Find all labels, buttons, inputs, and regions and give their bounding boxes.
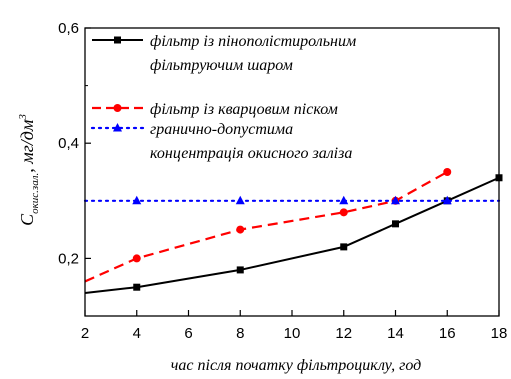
data-point bbox=[133, 283, 141, 291]
legend-label: концентрація окисного заліза bbox=[150, 145, 352, 162]
legend-entry-3: гранично-допустима концентрація окисного … bbox=[90, 121, 352, 162]
legend-marker bbox=[114, 36, 121, 44]
data-point bbox=[236, 266, 244, 274]
data-point bbox=[235, 195, 245, 205]
x-tick-label: 2 bbox=[81, 325, 89, 342]
x-tick-label: 14 bbox=[387, 325, 404, 342]
x-tick-label: 16 bbox=[439, 325, 456, 342]
data-point bbox=[339, 195, 349, 205]
data-point bbox=[339, 208, 348, 217]
legend-entry-2: фільтр із кварцовим піском bbox=[92, 101, 338, 118]
legend: фільтр із пінополістирольним фільтруючим … bbox=[90, 33, 356, 162]
y-tick-label: 0,6 bbox=[58, 20, 79, 37]
legend-entry-1: фільтр із пінополістирольним фільтруючим … bbox=[92, 33, 356, 74]
x-tick-label: 12 bbox=[335, 325, 352, 342]
series-1 bbox=[84, 174, 503, 294]
legend-marker bbox=[113, 123, 122, 132]
x-tick-label: 10 bbox=[284, 325, 301, 342]
data-point bbox=[340, 243, 348, 251]
data-point bbox=[391, 195, 400, 205]
series-3 bbox=[83, 195, 501, 205]
data-point bbox=[236, 225, 245, 234]
legend-label: фільтр із пінополістирольним bbox=[150, 33, 356, 50]
data-point bbox=[132, 195, 142, 205]
series-layer bbox=[83, 168, 503, 294]
x-tick-label: 8 bbox=[236, 325, 244, 342]
legend-label: гранично-допустима bbox=[150, 121, 293, 138]
y-axis-label: Cокис.зал., мг/дм3 bbox=[17, 114, 41, 226]
y-tick-label: 0,4 bbox=[58, 135, 79, 152]
x-tick-label: 4 bbox=[133, 325, 141, 342]
y-tick-label: 0,2 bbox=[58, 250, 79, 267]
x-tick-label: 6 bbox=[184, 325, 192, 342]
legend-label: фільтруючим шаром bbox=[150, 57, 293, 74]
data-point bbox=[392, 220, 399, 228]
x-tick-label: 18 bbox=[491, 325, 508, 342]
series-line bbox=[84, 171, 448, 283]
data-point bbox=[442, 195, 452, 205]
x-axis-label: час після початку фільтроциклу, год bbox=[171, 357, 421, 374]
series-line bbox=[84, 176, 500, 294]
data-point bbox=[132, 254, 141, 263]
plot-frame bbox=[84, 27, 500, 317]
data-point bbox=[443, 168, 452, 176]
legend-marker bbox=[113, 104, 122, 112]
axis-ticks: 2 4 6 8 10 12 14 16 18 0,2 0,4 0,6 bbox=[58, 20, 507, 342]
legend-label: фільтр із кварцовим піском bbox=[150, 101, 338, 118]
